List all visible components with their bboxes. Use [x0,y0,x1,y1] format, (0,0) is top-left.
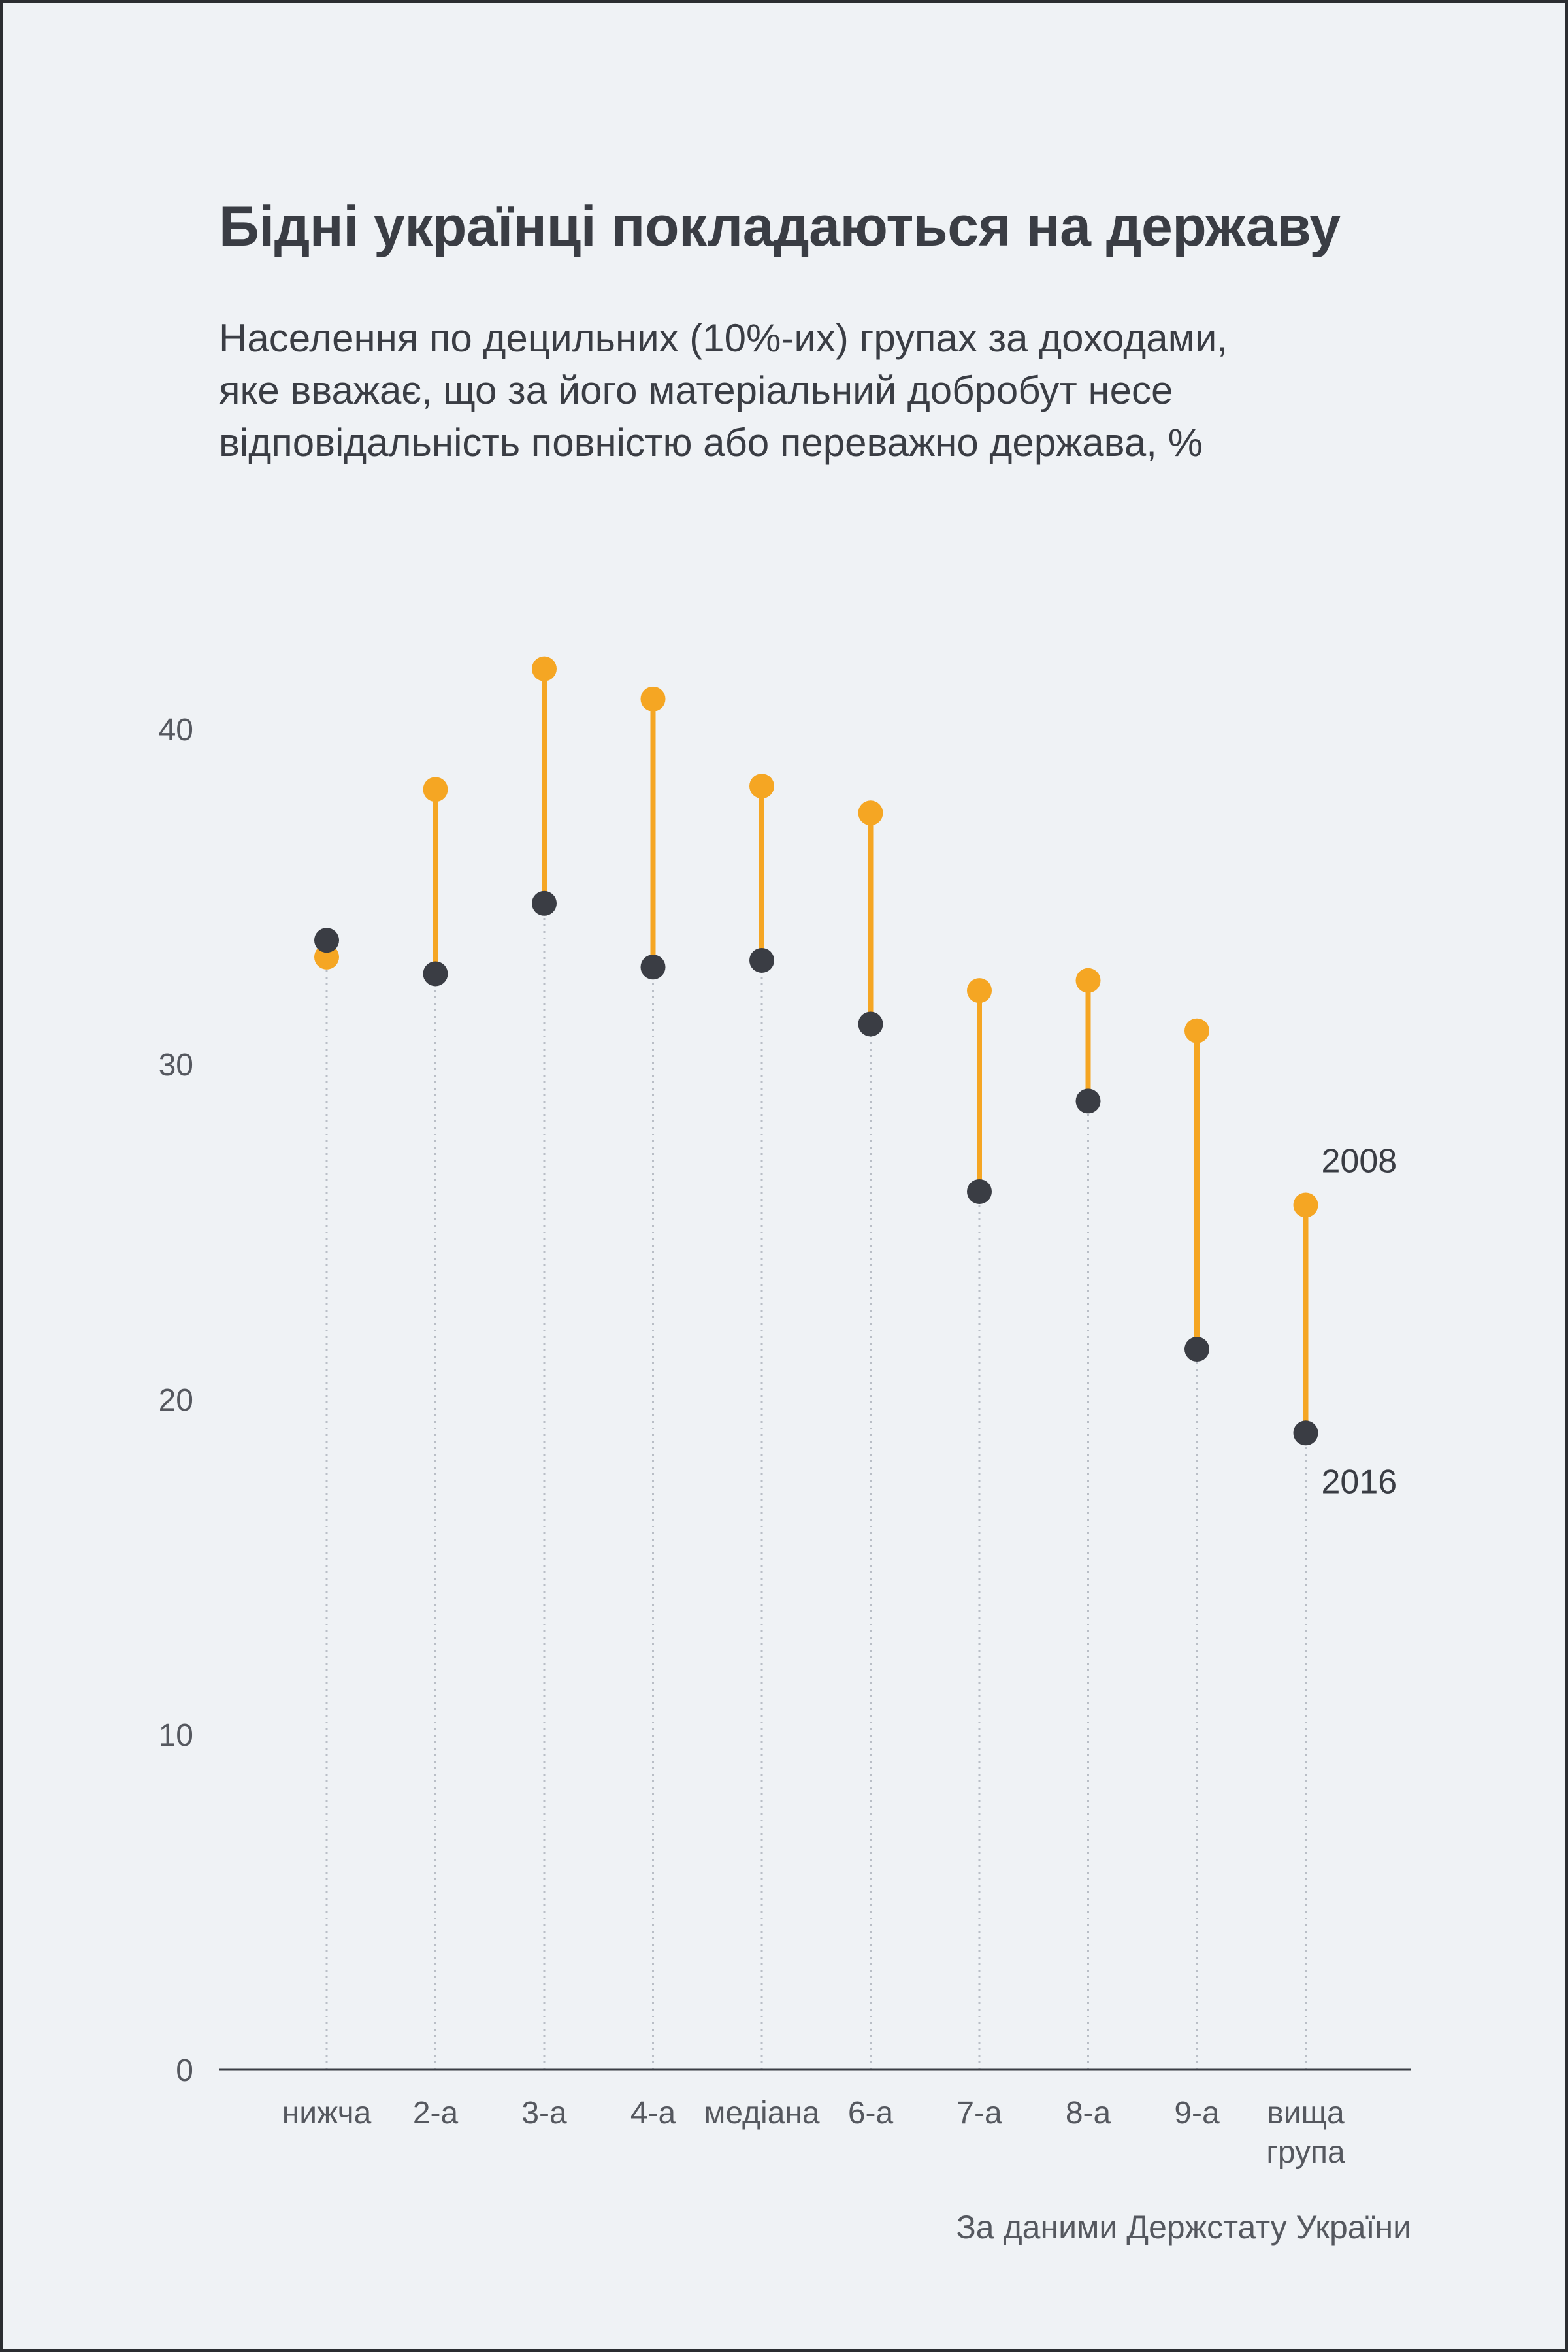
chart-title: Бідні українці покладаються на державу [219,195,1341,258]
x-category-label: вища [1267,2096,1345,2131]
point-2016 [1184,1337,1209,1362]
point-2008 [858,800,883,826]
point-2016 [749,947,774,973]
point-2016 [858,1011,883,1037]
point-2016 [314,928,339,953]
point-2016 [640,955,666,980]
subtitle-line: відповідальність повністю або переважно … [219,421,1203,465]
point-2016 [1075,1088,1101,1114]
subtitle-line: Населення по децильних (10%-их) групах з… [219,316,1228,360]
point-2008 [749,774,774,799]
point-2008 [1075,968,1101,993]
y-tick-label: 20 [159,1383,193,1418]
point-2008 [640,686,666,711]
x-category-label: 9-а [1174,2096,1220,2131]
source-note: За даними Держстату України [956,2209,1411,2246]
y-tick-label: 40 [159,713,193,747]
point-2008 [1293,1192,1318,1218]
point-2016 [423,961,448,987]
chart-subtitle: Населення по децильних (10%-их) групах з… [219,312,1228,469]
x-category-label: медіана [704,2096,820,2131]
point-2008 [423,777,448,802]
x-category-label: нижча [282,2096,372,2131]
point-2016 [532,890,557,916]
subtitle-line: яке вважає, що за його матеріальний добр… [219,368,1173,412]
x-category-label: 4-а [630,2096,676,2131]
point-2008 [967,978,992,1004]
y-tick-label: 30 [159,1048,193,1083]
x-category-label: 7-а [956,2096,1002,2131]
point-2008 [1184,1018,1209,1043]
y-tick-label: 10 [159,1718,193,1753]
x-category-label: група [1266,2135,1345,2170]
x-category-label: 8-а [1066,2096,1111,2131]
x-category-label: 3-а [521,2096,567,2131]
point-2016 [1293,1420,1318,1446]
point-2016 [967,1179,992,1204]
point-2008 [532,656,557,681]
series-label-2016: 2016 [1322,1463,1397,1501]
x-category-label: 6-а [848,2096,894,2131]
y-tick-label: 0 [176,2053,193,2088]
series-label-2008: 2008 [1322,1142,1397,1180]
x-category-label: 2-а [413,2096,459,2131]
